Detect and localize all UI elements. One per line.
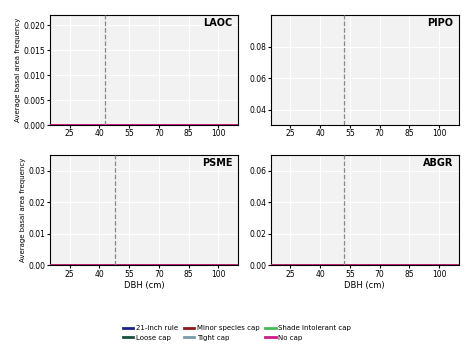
Text: PSME: PSME — [202, 159, 233, 168]
Legend: 21-inch rule, Loose cap, Minor species cap, Tight cap, Shade intolerant cap, No : 21-inch rule, Loose cap, Minor species c… — [120, 322, 354, 344]
Text: LAOC: LAOC — [203, 18, 233, 28]
X-axis label: DBH (cm): DBH (cm) — [345, 281, 385, 290]
Y-axis label: Average basal area frequency: Average basal area frequency — [15, 18, 21, 122]
X-axis label: DBH (cm): DBH (cm) — [124, 281, 164, 290]
Y-axis label: Average basal area frequency: Average basal area frequency — [20, 158, 26, 262]
Text: ABGR: ABGR — [423, 159, 453, 168]
Text: PIPO: PIPO — [428, 18, 453, 28]
